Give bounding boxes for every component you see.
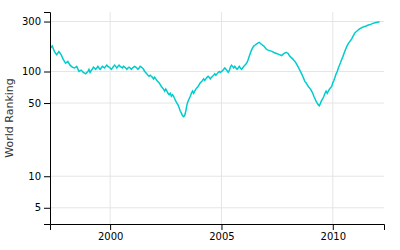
line [50,22,380,117]
x-grid-line [221,12,222,224]
chart-container: 2000 2005 2010 5 10 50 100 300 World Ranking [0,0,400,250]
x-tick-label: 2010 [321,231,346,242]
y-axis: 5 10 50 100 300 [22,13,51,225]
y-tick-mark [44,22,50,23]
y-axis-title: World Ranking [3,78,16,158]
x-tick: 2010 [321,224,346,242]
y-tick: 100 [22,66,50,77]
x-axis: 2000 2005 2010 [51,224,385,242]
y-tick-mark [44,72,50,73]
x-tick-mark [110,224,111,230]
y-axis-line [44,13,51,225]
x-tick-mark [333,224,334,230]
marks [50,22,380,117]
x-grid-line [110,12,111,224]
y-grid-line [50,207,384,208]
x-axis-line [51,225,385,231]
y-tick-label: 50 [28,98,41,109]
chart-svg: 2000 2005 2010 5 10 50 100 300 World Ranking [0,0,400,250]
x-tick: 2000 [98,224,123,242]
y-tick: 10 [28,171,50,182]
y-tick: 50 [28,98,50,109]
x-tick-label: 2005 [209,231,234,242]
y-tick-label: 10 [28,171,41,182]
y-tick-label: 300 [22,16,41,27]
y-grid-line [50,71,384,72]
x-tick-mark [221,224,222,230]
y-tick: 300 [22,16,50,27]
y-tick-mark [44,176,50,177]
x-tick: 2005 [209,224,234,242]
y-grid-line [50,176,384,177]
y-tick-mark [44,208,50,209]
y-grid-line [50,21,384,22]
grid [50,12,384,224]
y-tick-mark [44,103,50,104]
y-grid-line [50,103,384,104]
x-tick-label: 2000 [98,231,123,242]
x-grid-line [332,12,333,224]
y-tick: 5 [35,202,50,213]
y-tick-label: 100 [22,66,41,77]
y-tick-label: 5 [35,202,41,213]
plot: 2000 2005 2010 5 10 50 100 300 [22,12,385,242]
